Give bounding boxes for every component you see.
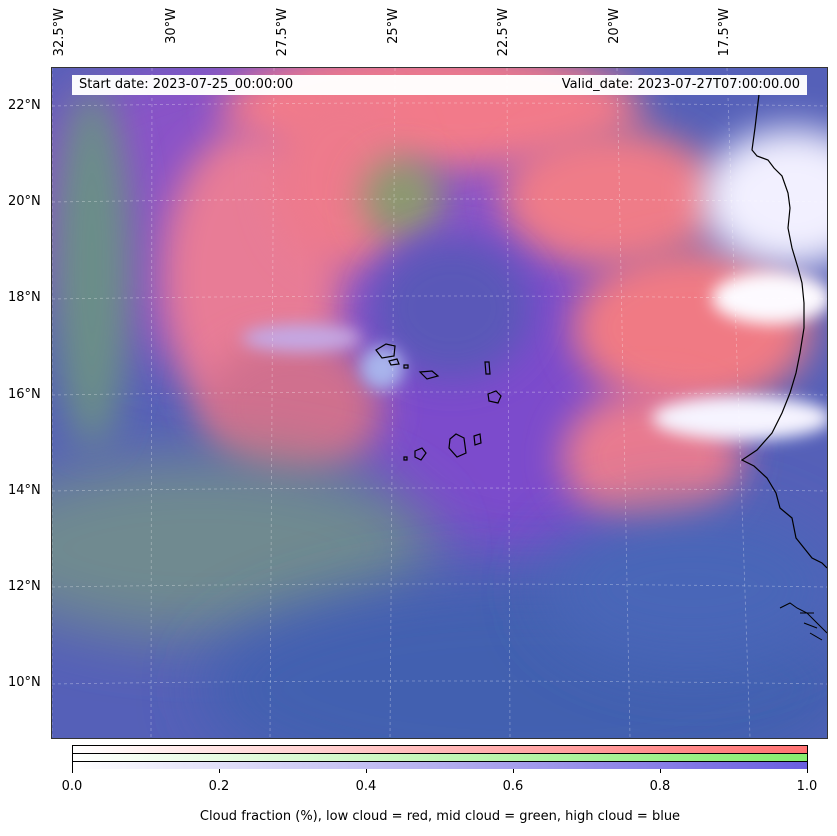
- longitude-label: 32.5°W: [52, 8, 67, 57]
- longitude-label: 22.5°W: [496, 8, 511, 57]
- colorbar-tick-label: 1.0: [796, 779, 818, 794]
- latitude-label: 22°N: [8, 98, 41, 113]
- map-canvas: [52, 68, 827, 738]
- colorbar-high-cloud: [73, 761, 807, 769]
- colorbar-tickmark: [513, 769, 514, 773]
- longitude-label: 17.5°W: [717, 8, 732, 57]
- colorbar-label: Cloud fraction (%), low cloud = red, mid…: [199, 809, 681, 824]
- colorbar-tickmark: [366, 769, 367, 773]
- longitude-label: 20°W: [607, 8, 622, 44]
- coast-detail-2: [800, 612, 823, 641]
- cape-verde-islands: [375, 343, 502, 461]
- map-gridlines: [52, 68, 827, 738]
- colorbar-low-cloud: [73, 746, 807, 753]
- colorbar-tickmark: [660, 769, 661, 773]
- colorbar-tick-label: 0.8: [649, 779, 671, 794]
- cloud-fraction-map[interactable]: [51, 67, 828, 739]
- colorbar-tick-label: 0.4: [355, 779, 377, 794]
- colorbar-tickmark: [219, 769, 220, 773]
- latitude-label: 12°N: [8, 579, 41, 594]
- cloud-field: [52, 68, 827, 738]
- colorbar-tick-label: 0.6: [502, 779, 524, 794]
- colorbar-tick-label: 0.0: [61, 779, 83, 794]
- latitude-label: 10°N: [8, 675, 41, 690]
- africa-coastline: [740, 85, 827, 569]
- latitude-label: 16°N: [8, 387, 41, 402]
- latitude-label: 18°N: [8, 290, 41, 305]
- colorbar-tickmark: [807, 769, 808, 773]
- latitude-label: 14°N: [8, 483, 41, 498]
- colorbar-tickmark: [72, 769, 73, 773]
- info-bar: Start date: 2023-07-25_00:00:00 Valid_da…: [72, 75, 807, 95]
- longitude-label: 27.5°W: [275, 8, 290, 57]
- latitude-label: 20°N: [8, 194, 41, 209]
- colorbar-mid-cloud: [73, 753, 807, 761]
- colorbar-tick-label: 0.2: [208, 779, 230, 794]
- longitude-label: 30°W: [164, 8, 179, 44]
- valid-date-label: Valid_date: 2023-07-27T07:00:00.00: [561, 77, 800, 92]
- cloud-fraction-colorbar: [72, 745, 808, 769]
- longitude-label: 25°W: [386, 8, 401, 44]
- start-date-label: Start date: 2023-07-25_00:00:00: [79, 77, 294, 92]
